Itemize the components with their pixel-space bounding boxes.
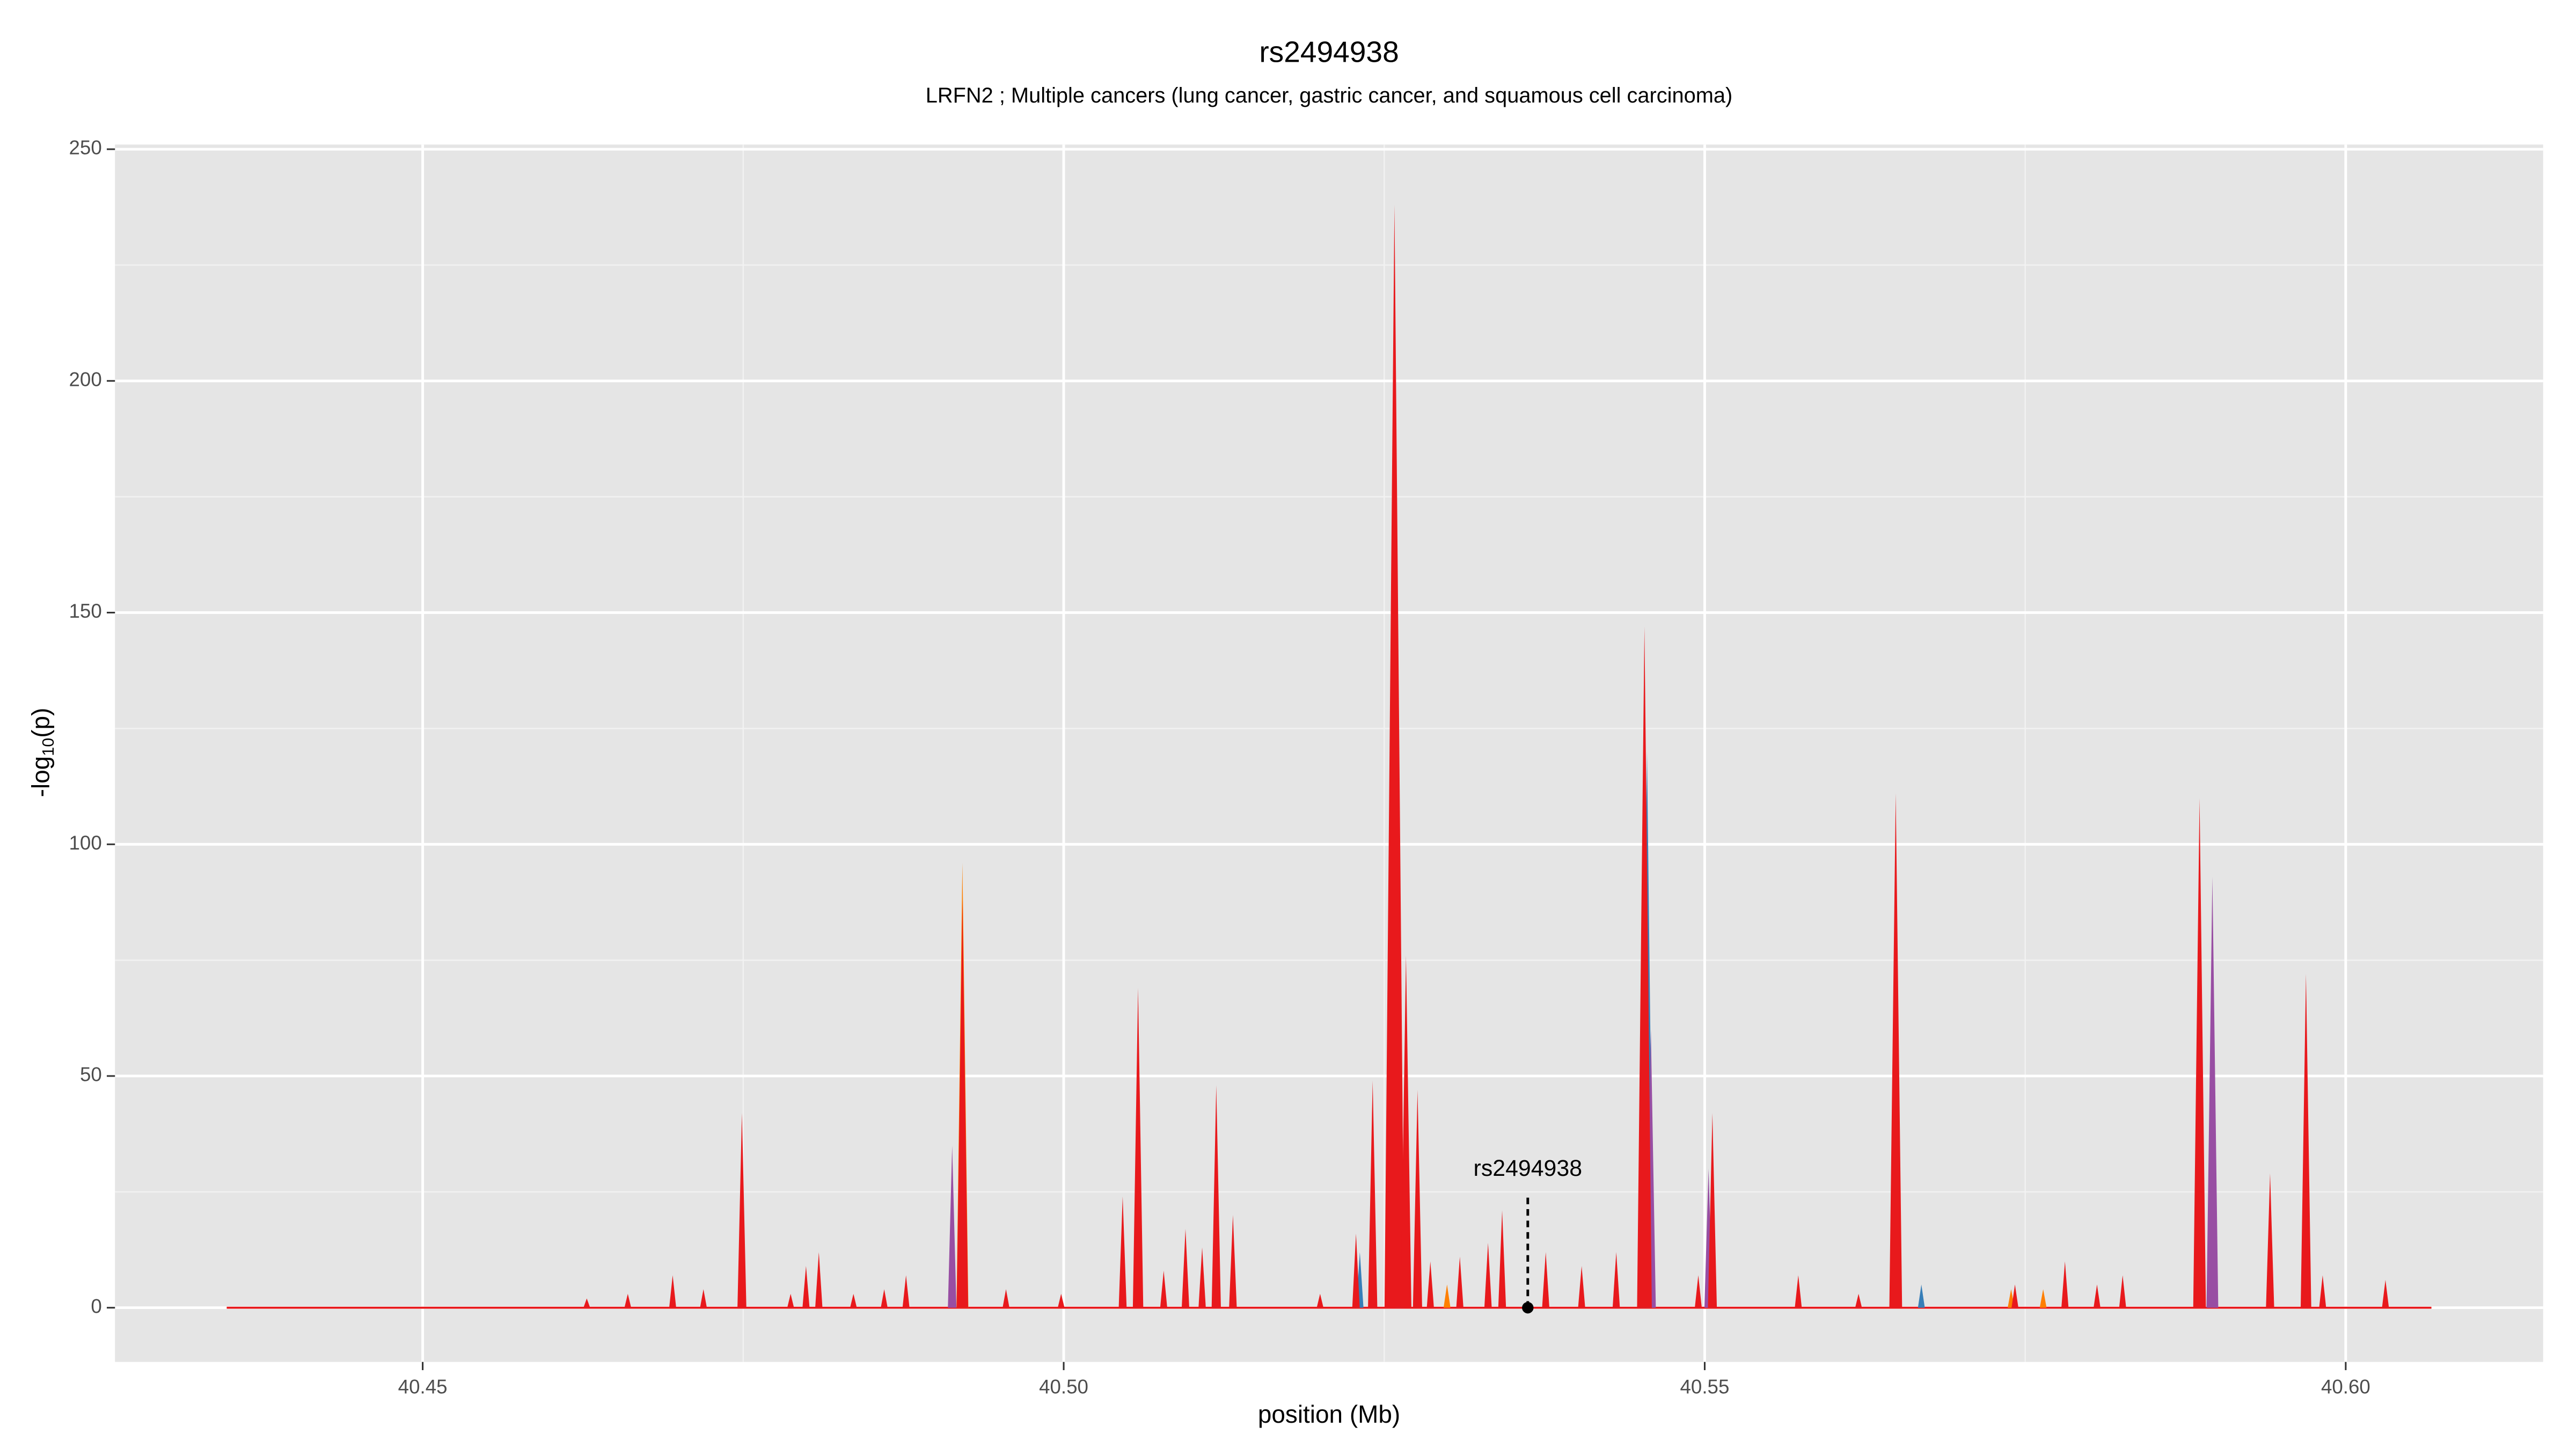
spike <box>1498 1210 1506 1308</box>
spike <box>1198 1247 1206 1308</box>
spike <box>2382 1279 2389 1308</box>
spike <box>1352 1233 1360 1308</box>
spike <box>815 1252 823 1308</box>
spike <box>881 1289 888 1308</box>
spike <box>2206 876 2219 1308</box>
spike <box>1484 1242 1492 1308</box>
spike <box>1160 1270 1167 1308</box>
spike <box>700 1289 707 1308</box>
y-label-part: -log <box>27 756 55 797</box>
spike <box>2094 1284 2101 1308</box>
spike <box>1132 987 1144 1308</box>
spike <box>1889 793 1902 1308</box>
spike <box>948 1145 957 1308</box>
spike <box>1426 1261 1434 1308</box>
spike <box>1542 1252 1549 1308</box>
spike <box>1384 204 1404 1308</box>
annotation-label: rs2494938 <box>1474 1155 1582 1181</box>
spike <box>1578 1266 1585 1308</box>
chart-title: rs2494938 <box>1259 35 1399 69</box>
plot-panel <box>115 144 2543 1362</box>
spike <box>2266 1173 2274 1308</box>
spike <box>737 1113 747 1308</box>
spike <box>1456 1256 1463 1308</box>
spike <box>1400 955 1411 1308</box>
x-tick-label: 40.60 <box>2321 1375 2370 1397</box>
spike <box>1316 1293 1324 1308</box>
spike <box>1695 1275 1702 1308</box>
spike <box>1612 1252 1620 1308</box>
y-tick-label: 150 <box>69 600 102 622</box>
spike <box>1002 1289 1009 1308</box>
spike <box>1637 626 1652 1308</box>
x-tick-label: 40.55 <box>1680 1375 1730 1397</box>
x-tick-label: 40.45 <box>398 1375 448 1397</box>
y-tick-label: 250 <box>69 137 102 159</box>
spike <box>2300 974 2311 1308</box>
y-label-part: (p) <box>27 708 55 738</box>
x-tick-label: 40.50 <box>1039 1375 1088 1397</box>
spike <box>1057 1293 1065 1308</box>
y-label-sub: 10 <box>39 738 57 756</box>
spike <box>2061 1261 2069 1308</box>
spike <box>956 899 968 1308</box>
spike <box>1368 1080 1378 1308</box>
annotation-point <box>1522 1302 1534 1314</box>
spike <box>583 1298 590 1308</box>
y-axis-label: -log10(p) <box>27 708 57 797</box>
spike <box>2011 1284 2018 1308</box>
spike <box>1443 1284 1451 1308</box>
y-tick-label: 100 <box>69 832 102 854</box>
spike <box>1229 1215 1237 1308</box>
y-tick-label: 0 <box>91 1295 101 1317</box>
y-tick-label: 200 <box>69 368 102 390</box>
spike <box>2319 1275 2326 1308</box>
spike <box>1855 1293 1862 1308</box>
spike <box>1211 1085 1221 1308</box>
spike <box>850 1293 857 1308</box>
spike <box>1795 1275 1802 1308</box>
spike <box>1181 1228 1189 1308</box>
spike <box>2119 1275 2126 1308</box>
spike <box>902 1275 910 1308</box>
x-axis-label: position (Mb) <box>1258 1400 1400 1428</box>
chart-subtitle: LRFN2 ; Multiple cancers (lung cancer, g… <box>926 84 1733 107</box>
spike <box>669 1275 676 1308</box>
spike <box>624 1293 632 1308</box>
spike <box>802 1266 810 1308</box>
spike <box>787 1293 794 1308</box>
spike <box>1708 1113 1717 1308</box>
spike <box>1118 1196 1127 1308</box>
spike <box>2193 797 2206 1308</box>
y-tick-label: 50 <box>80 1064 102 1086</box>
spike <box>1413 1089 1422 1308</box>
spike <box>1918 1284 1925 1308</box>
spike <box>2039 1289 2047 1308</box>
